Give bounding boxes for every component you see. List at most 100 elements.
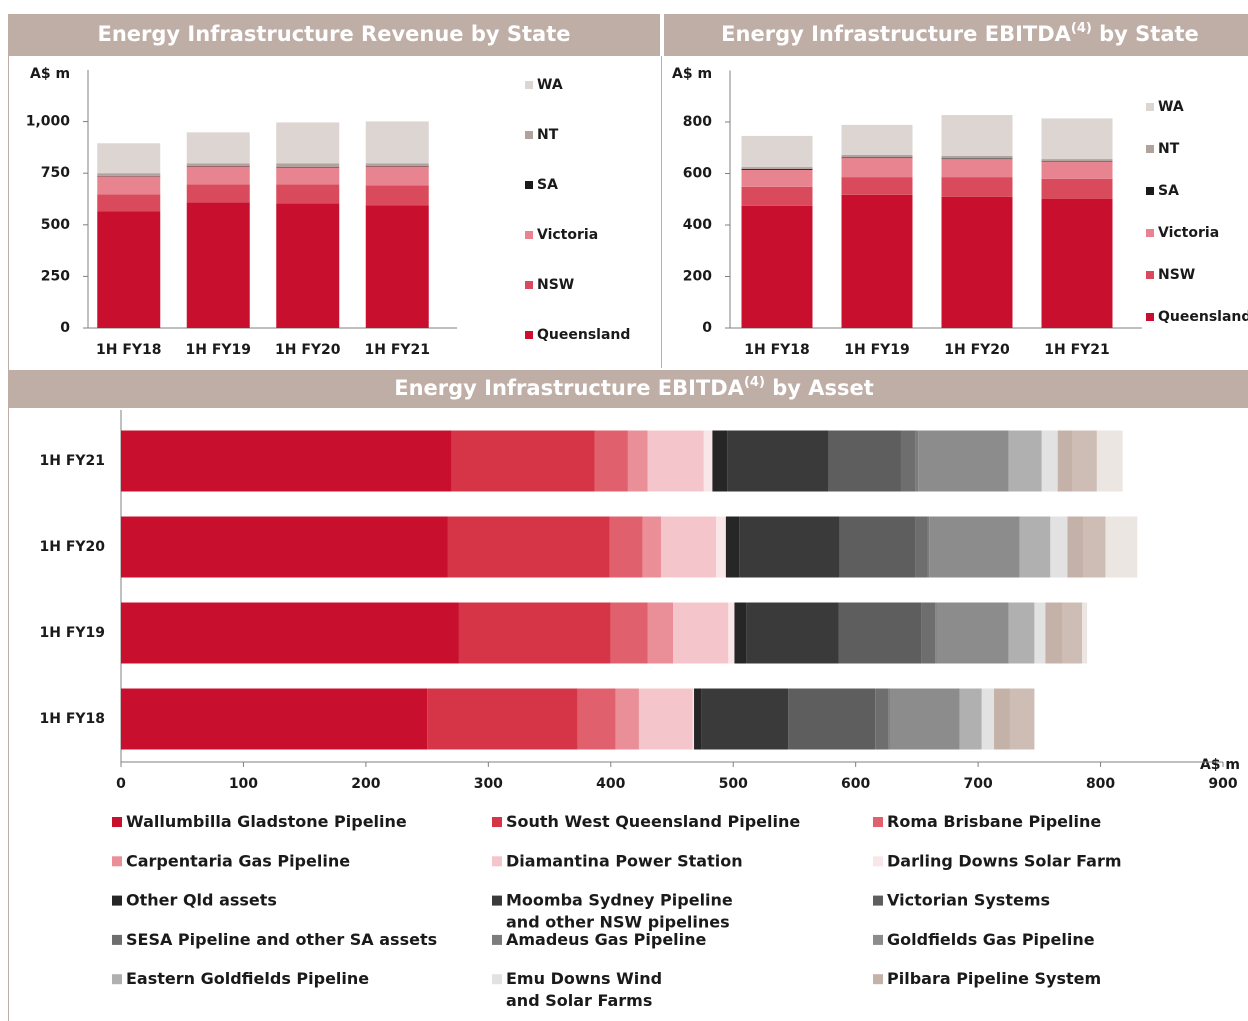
- bar-segment: [959, 688, 982, 750]
- bar-segment: [121, 516, 448, 578]
- bar-segment: [1041, 198, 1113, 328]
- chart-title: Energy Infrastructure EBITDA(4) by State: [721, 21, 1199, 47]
- legend-label: SESA Pipeline and other SA assets: [126, 929, 437, 948]
- bar-segment: [97, 194, 161, 212]
- bar-segment: [186, 166, 250, 185]
- bar-segment: [1050, 516, 1068, 578]
- legend-label: Amadeus Gas Pipeline: [506, 929, 707, 948]
- y-tick-label: 600: [683, 166, 712, 182]
- y-tick-label: 1H FY18: [39, 711, 105, 727]
- title-part: Energy Infrastructure EBITDA: [394, 376, 744, 400]
- bar-segment: [427, 688, 578, 750]
- bar-segment: [915, 516, 928, 578]
- bar-segment: [638, 688, 693, 750]
- title-part: by State: [1092, 22, 1199, 46]
- bar-segment: [941, 159, 1013, 178]
- x-tick-label: 1H FY19: [185, 342, 251, 358]
- legend-label: Moomba Sydney Pipeline and other NSW pipe…: [506, 890, 733, 931]
- bar-segment: [1041, 178, 1113, 199]
- bar-segment: [981, 688, 995, 750]
- bar-segment: [712, 430, 728, 492]
- legend-label: Roma Brisbane Pipeline: [887, 812, 1101, 831]
- legend-line: Darling Downs Solar Farm: [887, 851, 1122, 870]
- x-tick-label: 1H FY21: [1044, 342, 1110, 358]
- bar-segment: [828, 430, 901, 492]
- chart-title: Energy Infrastructure EBITDA(4) by Asset: [394, 375, 874, 401]
- legend-label: SA: [537, 177, 558, 193]
- bar-segment: [1019, 516, 1051, 578]
- legend-swatch: [492, 895, 502, 906]
- bar-segment: [1041, 159, 1113, 162]
- bar-segment: [741, 169, 813, 187]
- legend-label: South West Queensland Pipeline: [506, 812, 800, 831]
- bar-segment: [276, 122, 340, 164]
- legend-swatch: [525, 181, 533, 189]
- legend-swatch: [492, 974, 502, 985]
- x-tick-label: 100: [229, 776, 258, 792]
- x-tick-label: 1H FY18: [744, 342, 810, 358]
- legend-line: Pilbara Pipeline System: [887, 969, 1101, 988]
- bar-segment: [838, 602, 922, 664]
- bar-segment: [97, 173, 161, 176]
- legend-line: SESA Pipeline and other SA assets: [126, 929, 437, 948]
- legend-line: Diamantina Power Station: [506, 851, 743, 870]
- bar-segment: [703, 430, 713, 492]
- bar-segment: [725, 516, 740, 578]
- legend-swatch: [873, 856, 883, 867]
- legend-swatch: [525, 231, 533, 239]
- legend-label: Goldfields Gas Pipeline: [887, 929, 1095, 948]
- bar-segment: [1041, 161, 1113, 162]
- legend-swatch: [492, 856, 502, 867]
- legend-swatch: [112, 817, 122, 827]
- legend-label: Carpentaria Gas Pipeline: [126, 851, 350, 870]
- legend-swatch: [112, 856, 122, 867]
- y-tick-label: 250: [41, 268, 70, 284]
- legend-line: South West Queensland Pipeline: [506, 812, 800, 831]
- bar-segment: [741, 167, 813, 169]
- legend-label: Darling Downs Solar Farm: [887, 851, 1122, 870]
- bar-segment: [741, 135, 813, 168]
- bar-segment: [900, 430, 916, 492]
- bar-segment: [447, 516, 610, 578]
- bar-segment: [918, 430, 1009, 492]
- bar-segment: [941, 177, 1013, 197]
- bar-segment: [1067, 516, 1084, 578]
- bar-segment: [660, 516, 717, 578]
- legend-label: Pilbara Pipeline System: [887, 969, 1101, 988]
- bar-segment: [451, 430, 595, 492]
- legend-line: Other Qld assets: [126, 890, 277, 909]
- y-axis-label: A$ m: [30, 66, 70, 82]
- legend-swatch: [1146, 187, 1154, 195]
- bar-segment: [741, 205, 813, 328]
- bar-segment: [728, 602, 735, 664]
- bar-segment: [1008, 430, 1042, 492]
- bar-segment: [741, 168, 813, 170]
- legend-swatch: [1146, 229, 1154, 237]
- legend-label: Diamantina Power Station: [506, 851, 743, 870]
- y-tick-label: 0: [702, 320, 712, 336]
- bar-segment: [694, 688, 702, 750]
- y-tick-label: 400: [683, 217, 712, 233]
- bar-segment: [746, 602, 839, 664]
- bar-segment: [734, 602, 747, 664]
- bar-segment: [936, 602, 1009, 664]
- bar-segment: [276, 184, 340, 204]
- bar-segment: [739, 516, 840, 578]
- bar-segment: [941, 115, 1013, 156]
- legend-swatch: [492, 817, 502, 827]
- bar-segment: [1008, 602, 1035, 664]
- title-part: Energy Infrastructure EBITDA: [721, 22, 1071, 46]
- bar-segment: [121, 430, 452, 492]
- legend-line: Amadeus Gas Pipeline: [506, 929, 707, 948]
- legend-swatch: [1146, 313, 1154, 321]
- legend-swatch: [1146, 145, 1154, 153]
- y-tick-label: 1H FY19: [39, 625, 105, 641]
- legend-line: Emu Downs Wind: [506, 969, 662, 988]
- y-tick-label: 750: [41, 165, 70, 181]
- bar-segment: [276, 167, 340, 185]
- legend-label: NSW: [1158, 267, 1195, 283]
- bar-segment: [841, 154, 913, 158]
- bar-segment: [841, 194, 913, 328]
- legend-line: and Solar Farms: [506, 991, 652, 1010]
- bar-segment: [1045, 602, 1063, 664]
